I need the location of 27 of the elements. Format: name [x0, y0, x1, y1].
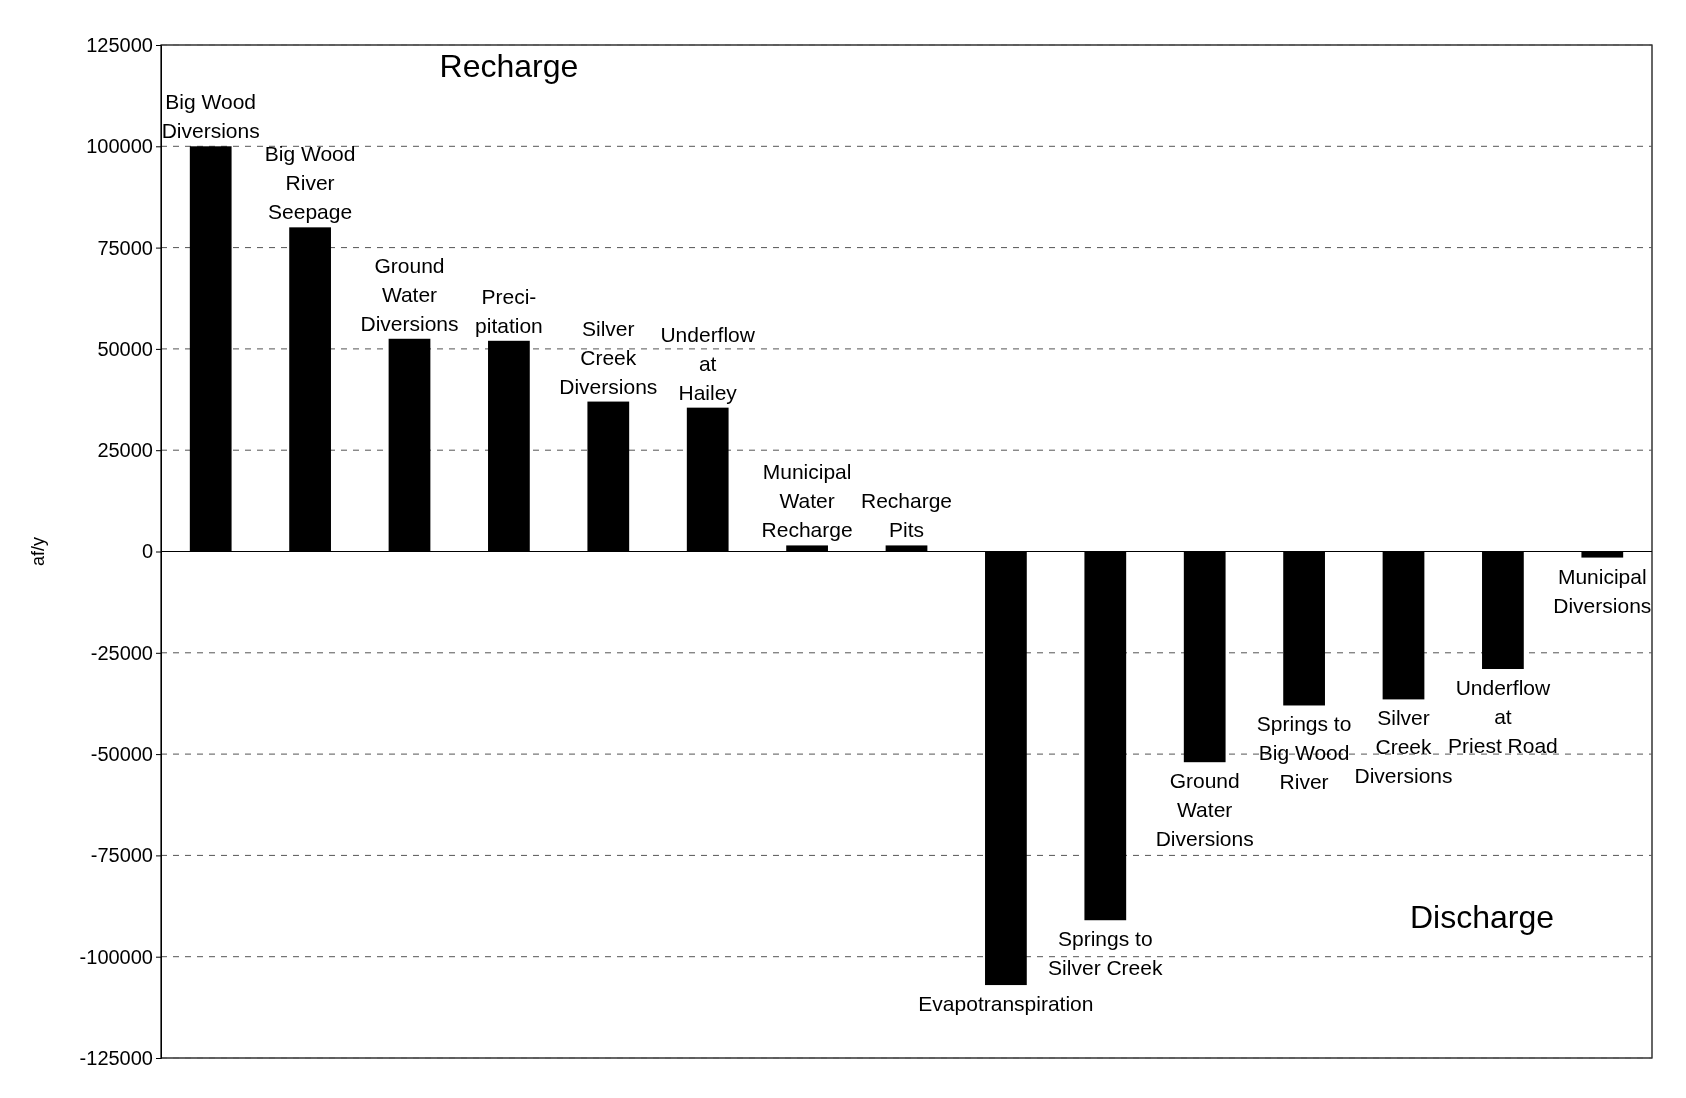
- x-tick-label: Big Wood Diversions: [161, 90, 260, 143]
- y-tick-label: 125000: [86, 33, 153, 56]
- x-tick-label: Preci- pitation: [475, 284, 543, 337]
- x-tick-label: Evapotranspiration: [918, 992, 1094, 1016]
- y-tick-label: -50000: [90, 743, 153, 765]
- y-tick-label: -125000: [79, 1046, 153, 1069]
- x-tick-label: Ground Water Diversions: [1155, 769, 1254, 851]
- x-tick-label: Springs to Big Wood River: [1256, 712, 1352, 794]
- x-tick-label: Big Wood River Seepage: [264, 142, 356, 224]
- x-tick-label: Silver Creek Diversions: [559, 316, 658, 398]
- y-tick-label: -100000: [79, 945, 153, 968]
- annotation: Discharge: [1409, 899, 1555, 936]
- y-tick-label: 0: [141, 540, 153, 563]
- y-axis-title: af/y: [28, 536, 48, 567]
- x-tick-label: Municipal Water Recharge: [761, 460, 853, 542]
- y-tick-label: 50000: [97, 337, 153, 360]
- annotation: Recharge: [439, 48, 579, 85]
- x-tick-label: Underflow at Hailey: [660, 322, 756, 404]
- x-tick-label: Ground Water Diversions: [360, 253, 459, 335]
- y-tick-label: -75000: [90, 844, 153, 867]
- y-tick-label: 100000: [86, 135, 153, 158]
- x-tick-label: Municipal Diversions: [1553, 564, 1652, 617]
- y-tick-label: 25000: [97, 439, 153, 462]
- x-tick-label: Springs to Silver Creek: [1048, 927, 1163, 980]
- y-tick-label: -25000: [90, 641, 153, 664]
- y-tick-label: 75000: [97, 236, 153, 259]
- x-tick-label: Recharge Pits: [860, 489, 953, 542]
